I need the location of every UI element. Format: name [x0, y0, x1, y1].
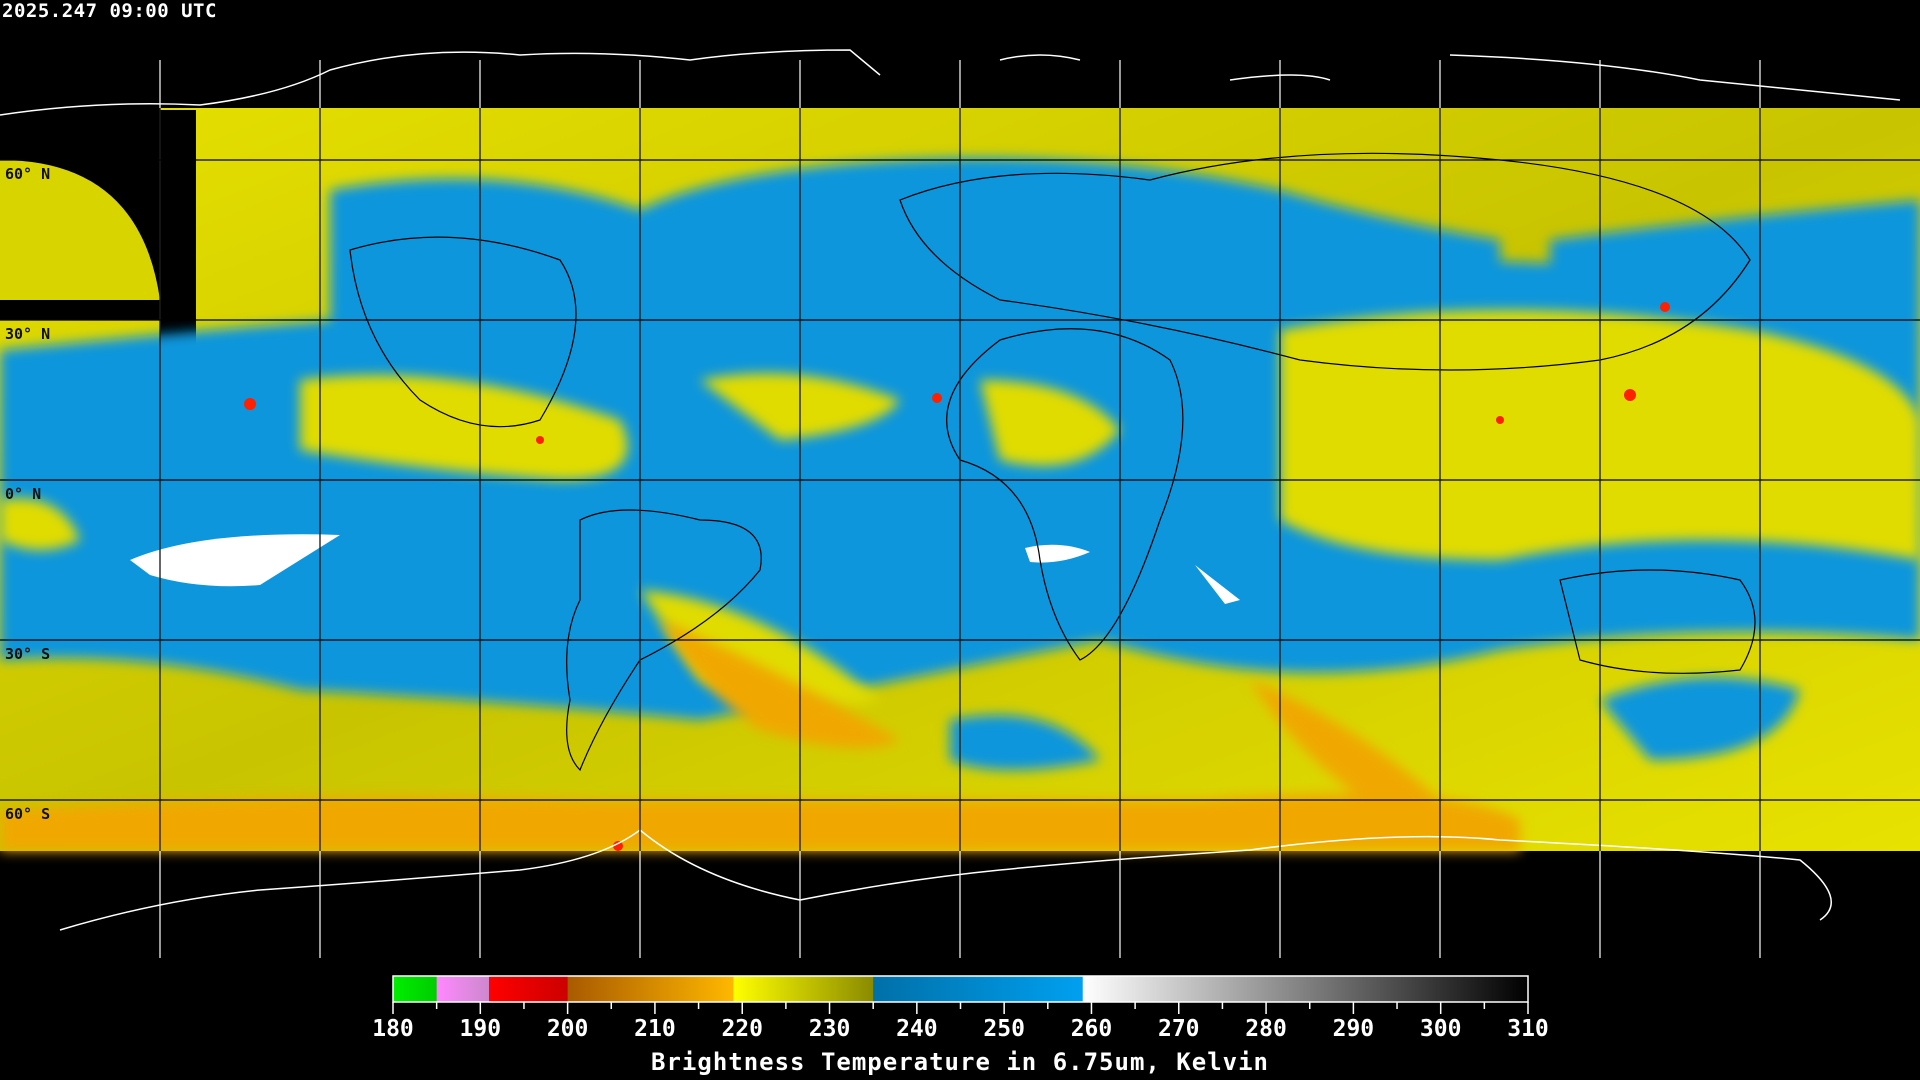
water-vapor-map	[0, 49, 1920, 958]
colorbar-tick-label: 290	[1333, 1016, 1375, 1042]
timestamp-label: 2025.247 09:00 UTC	[2, 0, 217, 22]
colorbar-tick-label: 210	[634, 1016, 676, 1042]
lat-label-60s: 60° S	[5, 805, 51, 823]
colorbar: 180 190 200 210 220 230 240 250 260 270 280 290 300 3…	[372, 975, 1549, 1042]
lat-label-0n: 0° N	[5, 485, 42, 503]
colorbar-tick-label: 230	[809, 1016, 851, 1042]
colorbar-segment	[1082, 976, 1529, 1002]
colorbar-title: Brightness Temperature in 6.75um, Kelvin	[651, 1048, 1269, 1076]
lat-label-30n: 30° N	[5, 325, 51, 343]
colorbar-tick-label: 250	[983, 1016, 1025, 1042]
colorbar-tick-label: 270	[1158, 1016, 1200, 1042]
colorbar-segment	[436, 976, 490, 1002]
colorbar-tick-label: 310	[1507, 1016, 1549, 1042]
colorbar-segment	[733, 976, 874, 1002]
colorbar-tick-label: 200	[547, 1016, 589, 1042]
lat-label-60n: 60° N	[5, 165, 51, 183]
colorbar-segment	[567, 976, 734, 1002]
colorbar-tick-label: 240	[896, 1016, 938, 1042]
colorbar-tick-label: 180	[372, 1016, 414, 1042]
lat-label-30s: 30° S	[5, 645, 51, 663]
colorbar-tick-label: 190	[460, 1016, 502, 1042]
colorbar-tick-label: 260	[1071, 1016, 1113, 1042]
colorbar-tick-label: 300	[1420, 1016, 1462, 1042]
colorbar-segment	[489, 976, 569, 1002]
graticule	[0, 60, 1920, 958]
colorbar-tick-label: 220	[721, 1016, 763, 1042]
colorbar-segment	[393, 976, 438, 1002]
colorbar-tick-label: 280	[1245, 1016, 1287, 1042]
coastlines	[0, 49, 1901, 931]
colorbar-segment	[873, 976, 1084, 1002]
